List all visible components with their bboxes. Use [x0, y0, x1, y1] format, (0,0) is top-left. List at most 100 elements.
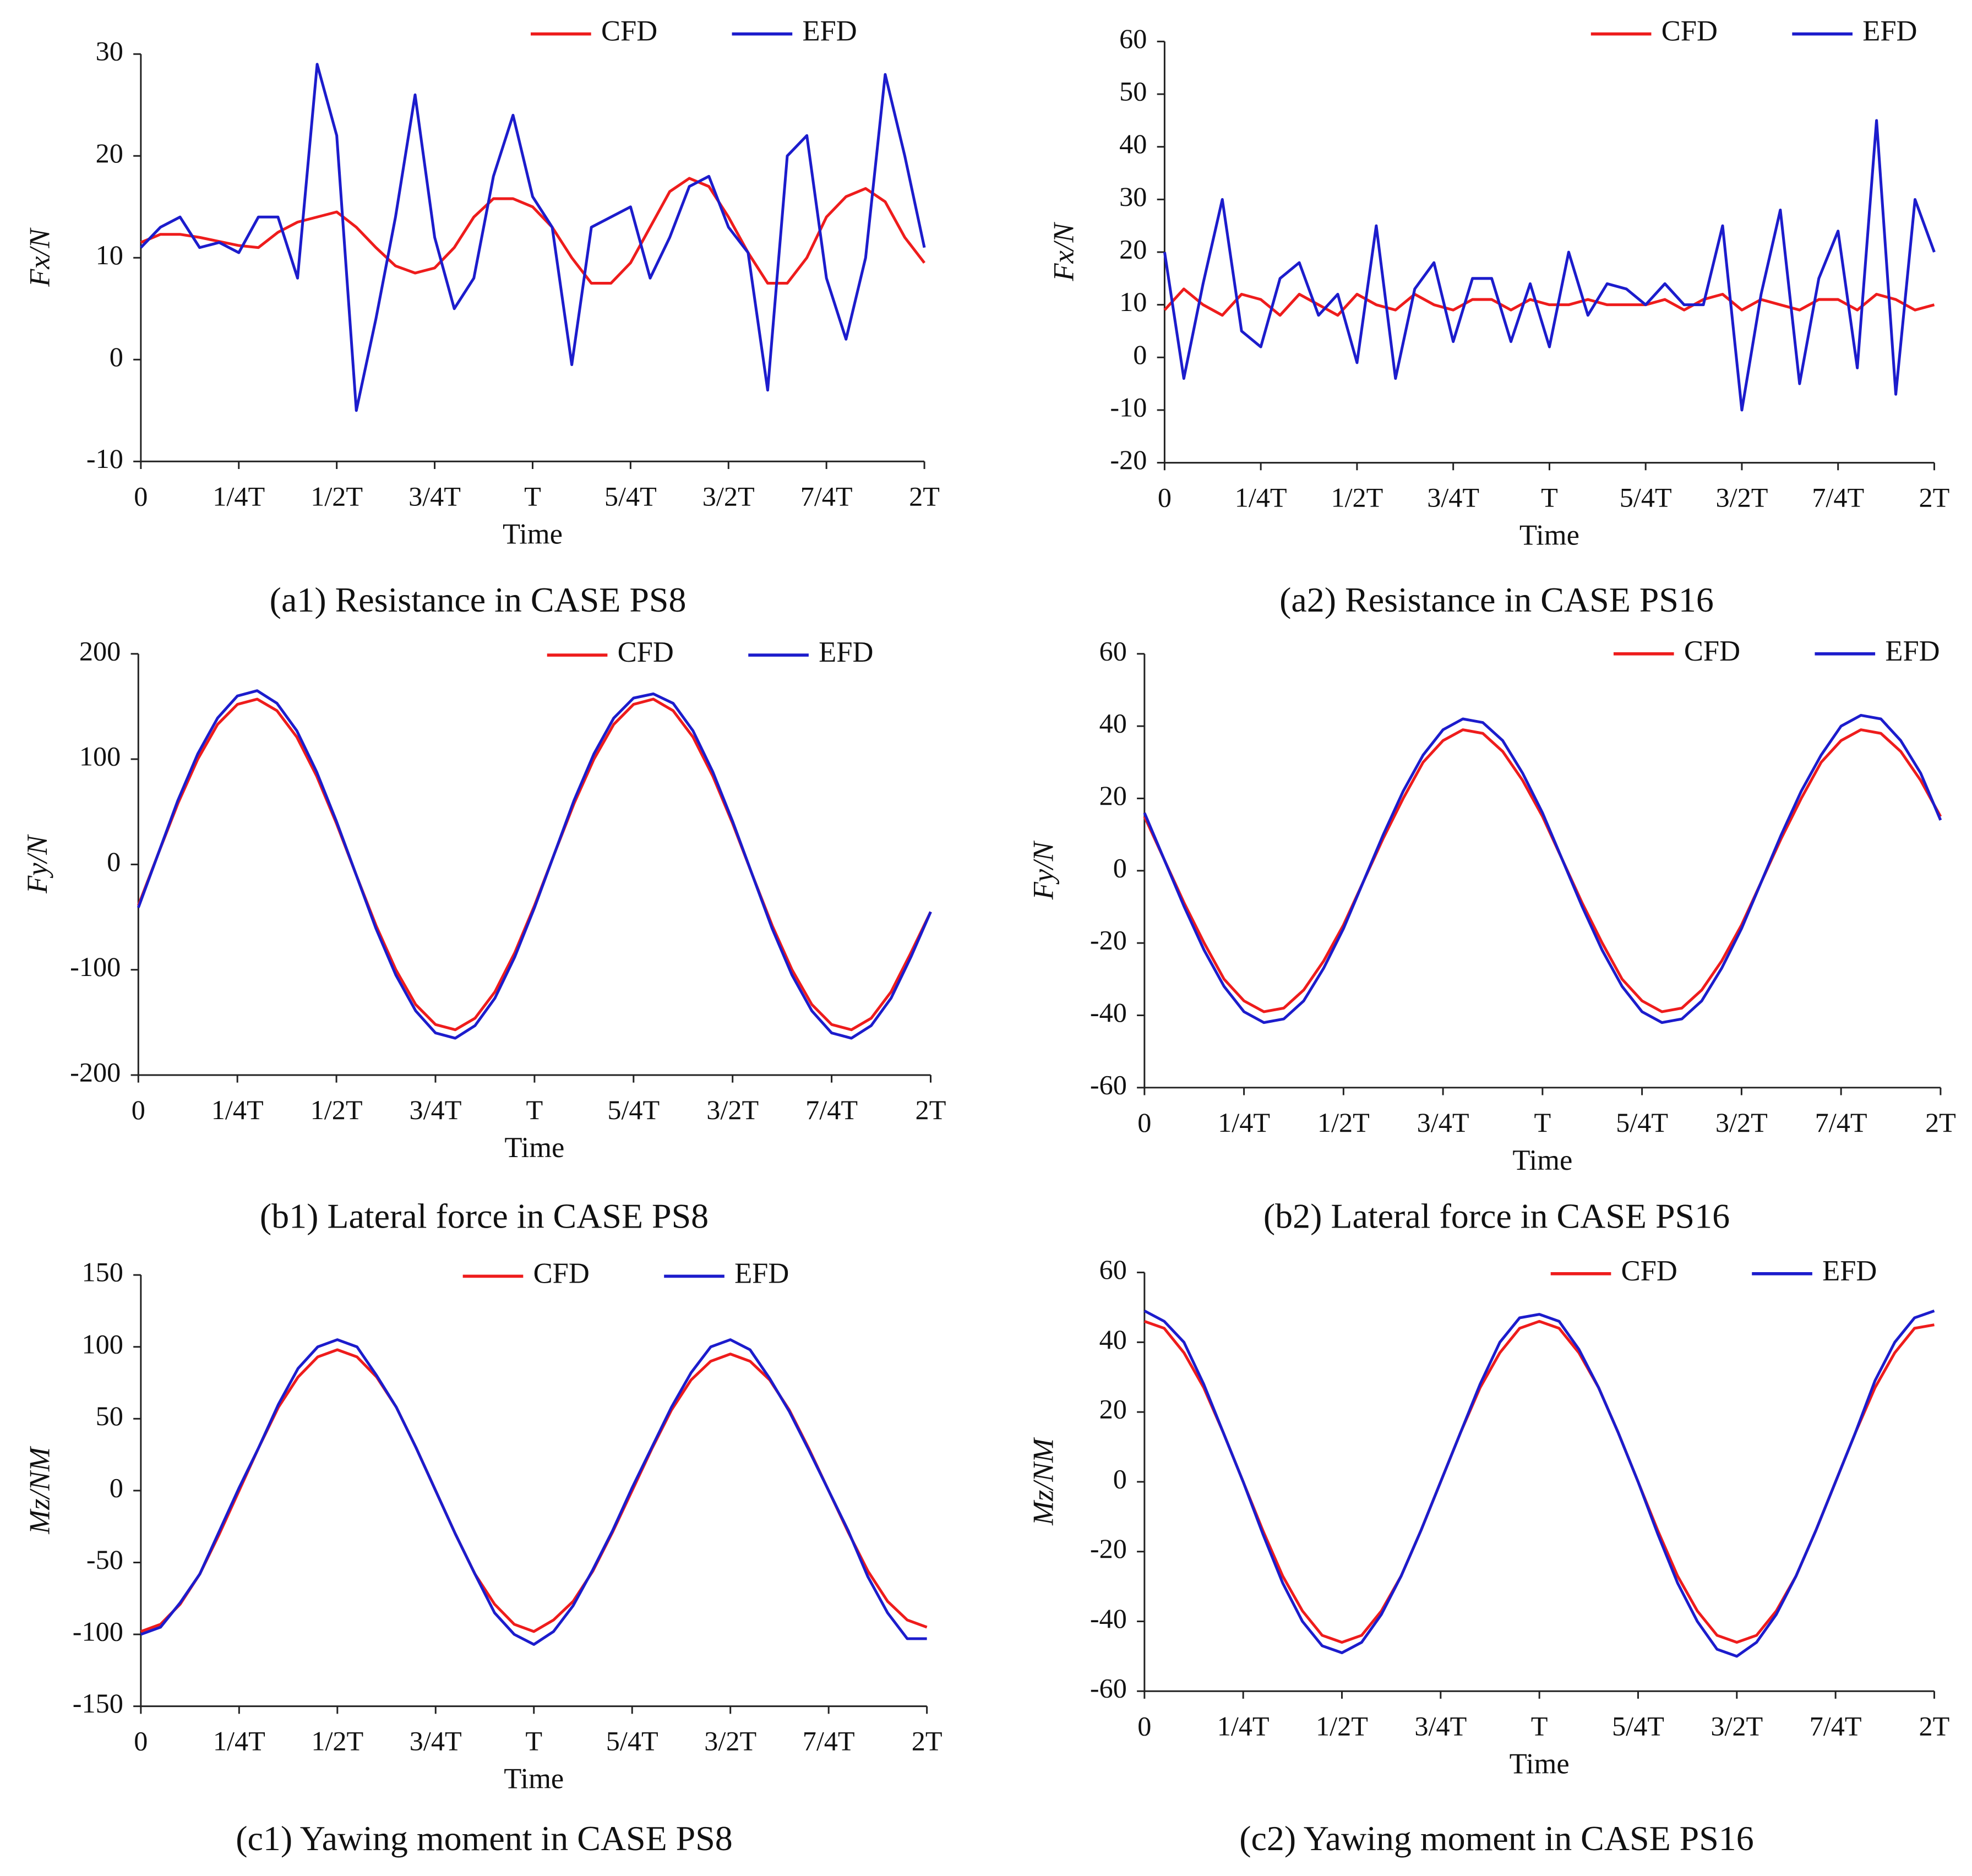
y-tick-label: 100	[81, 1328, 123, 1359]
caption: (b2) Lateral force in CASE PS16	[1263, 1196, 1730, 1235]
x-tick-label: 0	[1137, 1710, 1151, 1741]
x-tick-label: 1/4T	[211, 1094, 264, 1125]
y-tick-label: 20	[1099, 1394, 1127, 1425]
x-tick-label: 1/4T	[213, 481, 265, 511]
legend-label: EFD	[1822, 1255, 1877, 1287]
legend-label: CFD	[533, 1258, 590, 1290]
legend-label: CFD	[601, 15, 657, 47]
x-tick-label: 7/4T	[800, 481, 853, 511]
y-tick-label: -50	[86, 1544, 123, 1575]
y-tick-label: 30	[96, 36, 123, 67]
y-tick-label: -60	[1090, 1069, 1127, 1100]
y-tick-label: 20	[1119, 234, 1147, 265]
y-tick-label: 0	[1133, 339, 1147, 370]
x-tick-label: 0	[1158, 482, 1172, 513]
data-line	[137, 689, 932, 1040]
x-tick-label: 1/2T	[310, 1094, 363, 1125]
y-tick-label: 10	[96, 239, 123, 270]
x-tick-label: T	[1534, 1107, 1551, 1138]
x-tick-label: 7/4T	[1810, 1710, 1862, 1741]
y-tick-label: 30	[1119, 181, 1147, 212]
x-tick-label: 1/2T	[1317, 1107, 1370, 1138]
y-tick-label: 10	[1119, 286, 1147, 317]
x-tick-label: 3/4T	[408, 481, 461, 511]
y-tick-label: 50	[96, 1400, 123, 1431]
y-axis-label: Fx/N	[24, 227, 56, 287]
y-tick-label: -40	[1090, 1603, 1127, 1634]
y-tick-label: 100	[79, 741, 121, 772]
x-tick-label: 0	[1137, 1107, 1151, 1138]
y-tick-label: 40	[1099, 1324, 1127, 1355]
x-tick-label: T	[525, 1726, 542, 1757]
y-axis-label: Mz/NM	[24, 1446, 56, 1535]
y-tick-label: 0	[1113, 1463, 1127, 1494]
x-tick-label: 2T	[909, 481, 940, 511]
y-tick-label: -20	[1090, 1533, 1127, 1564]
y-tick-label: 20	[96, 138, 123, 168]
legend-label: CFD	[1621, 1255, 1677, 1287]
x-tick-label: 5/4T	[607, 1094, 660, 1125]
x-tick-label: 3/2T	[1715, 482, 1768, 513]
data-line	[1143, 713, 1942, 1024]
legend-label: CFD	[1684, 635, 1740, 667]
y-axis-label: Mz/NM	[1028, 1437, 1060, 1526]
data-line	[140, 63, 926, 412]
y-tick-label: 0	[110, 1472, 123, 1503]
x-axis-label: Time	[504, 1763, 564, 1795]
x-tick-label: 3/4T	[410, 1726, 462, 1757]
x-tick-label: 5/4T	[606, 1726, 658, 1757]
caption: (a2) Resistance in CASE PS16	[1279, 580, 1714, 619]
x-tick-label: 1/2T	[1316, 1710, 1368, 1741]
y-tick-label: 60	[1119, 23, 1147, 54]
legend-label: EFD	[819, 636, 873, 668]
y-tick-label: -200	[70, 1057, 121, 1088]
x-tick-label: 3/2T	[706, 1094, 759, 1125]
x-tick-label: 1/4T	[1217, 1710, 1270, 1741]
y-tick-label: 60	[1099, 1254, 1127, 1285]
x-tick-label: T	[1531, 1710, 1548, 1741]
x-tick-label: 3/2T	[702, 481, 755, 511]
x-tick-label: T	[526, 1094, 543, 1125]
x-tick-label: 7/4T	[1815, 1107, 1867, 1138]
data-line	[140, 1338, 927, 1646]
x-tick-label: 2T	[1919, 1710, 1950, 1741]
x-tick-label: 1/2T	[310, 481, 363, 511]
x-tick-label: 2T	[1925, 1107, 1956, 1138]
y-tick-label: 40	[1099, 708, 1127, 739]
data-line	[1143, 1309, 1935, 1658]
x-tick-label: 5/4T	[1612, 1710, 1664, 1741]
x-tick-label: T	[1541, 482, 1558, 513]
data-line	[1163, 287, 1935, 317]
y-tick-label: -150	[73, 1688, 123, 1719]
data-line	[140, 1348, 928, 1633]
x-tick-label: 1/4T	[1235, 482, 1287, 513]
legend-label: EFD	[734, 1258, 789, 1290]
x-tick-label: 0	[134, 481, 148, 511]
data-line	[140, 177, 926, 285]
x-axis-label: Time	[1512, 1144, 1572, 1176]
y-axis-label: Fy/N	[1028, 840, 1060, 900]
y-tick-label: -40	[1090, 997, 1127, 1028]
x-tick-label: 7/4T	[1812, 482, 1864, 513]
y-axis-label: Fy/N	[21, 834, 53, 894]
x-tick-label: 7/4T	[803, 1726, 855, 1757]
caption: (b1) Lateral force in CASE PS8	[260, 1196, 709, 1235]
x-tick-label: 3/4T	[1427, 482, 1479, 513]
legend-label: EFD	[802, 15, 857, 47]
y-tick-label: -20	[1090, 925, 1127, 956]
x-tick-label: 3/4T	[410, 1094, 462, 1125]
y-tick-label: 0	[1113, 852, 1127, 883]
data-line	[1144, 1319, 1935, 1644]
x-tick-label: 3/4T	[1417, 1107, 1469, 1138]
y-tick-label: -10	[86, 443, 123, 474]
x-tick-label: 0	[132, 1094, 145, 1125]
data-line	[137, 697, 932, 1032]
x-axis-label: Time	[1510, 1748, 1570, 1780]
legend-label: CFD	[618, 636, 674, 668]
x-axis-label: Time	[503, 518, 563, 550]
x-tick-label: 0	[134, 1726, 148, 1757]
x-tick-label: 2T	[1919, 482, 1950, 513]
x-tick-label: 1/4T	[213, 1726, 265, 1757]
